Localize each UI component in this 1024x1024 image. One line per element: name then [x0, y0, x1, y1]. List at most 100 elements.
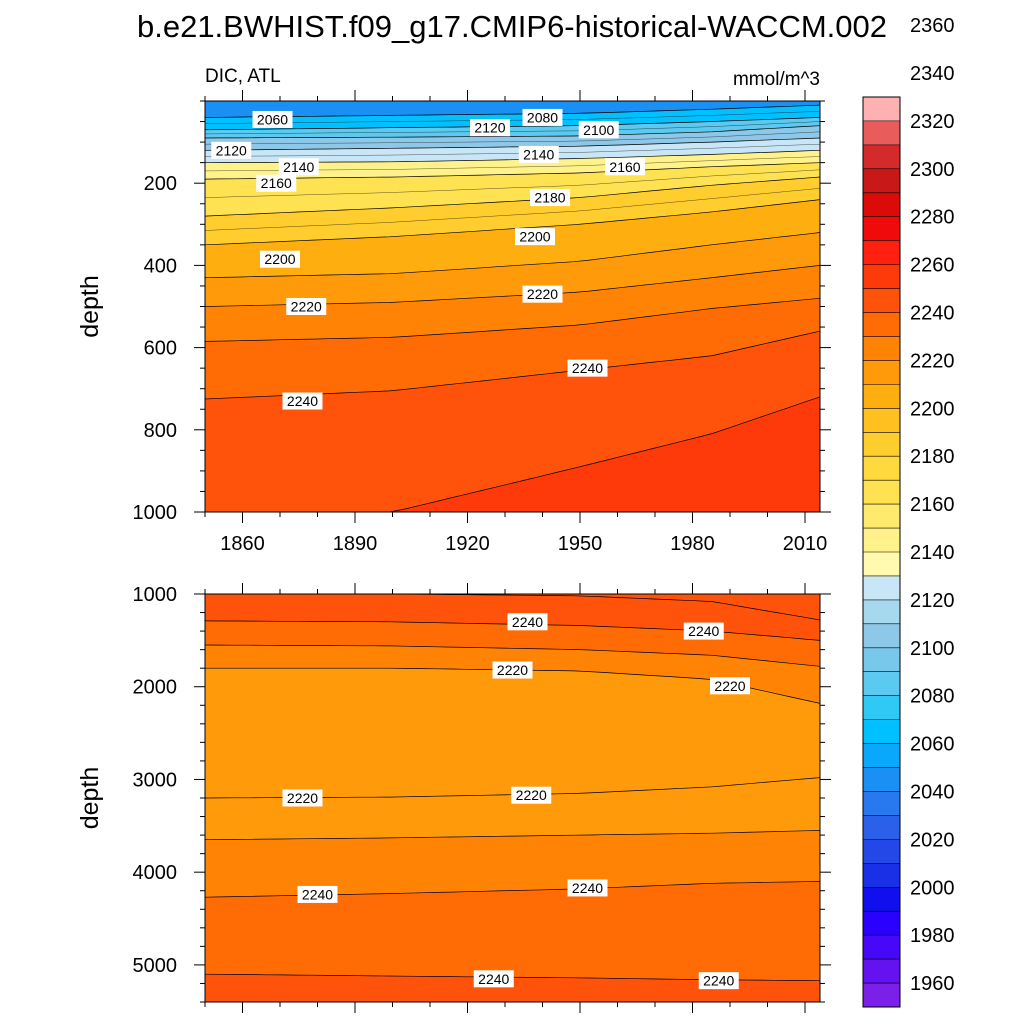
- colorbar-band: [863, 623, 900, 649]
- contour-label: 2220: [287, 790, 318, 806]
- contour-label: 2200: [264, 251, 295, 267]
- colorbar-band: [863, 959, 900, 984]
- colorbar-band: [863, 97, 900, 122]
- colorbar-band: [863, 168, 900, 194]
- colorbar-band: [863, 695, 900, 721]
- contour-line-minor: [205, 143, 820, 157]
- colorbar-band: [863, 671, 900, 697]
- x-tick-label: 1950: [558, 533, 603, 555]
- colorbar-band: [863, 552, 900, 577]
- colorbar-tick-label: 2220: [910, 350, 955, 372]
- contour-line: [205, 137, 820, 151]
- contour-label-box: [605, 158, 645, 176]
- y-axis-label: depth: [76, 767, 104, 830]
- colorbar-tick-label: 2180: [910, 446, 955, 468]
- contour-label: 2080: [527, 109, 558, 125]
- colorbar-tick-label: 2240: [910, 303, 955, 325]
- contour-label: 2220: [527, 286, 558, 302]
- contour-label-box: [522, 285, 563, 303]
- colorbar-tick-label: 2040: [910, 781, 955, 803]
- colorbar-band: [863, 528, 900, 553]
- figure-title: b.e21.BWHIST.f09_g17.CMIP6-historical-WA…: [137, 9, 887, 44]
- colorbar-band: [863, 839, 900, 864]
- colorbar-band: [863, 983, 900, 1008]
- contour-label: 2120: [474, 120, 505, 136]
- colorbar-band: [863, 887, 900, 912]
- contour-label-box: [567, 879, 608, 897]
- colorbar-tick-label: 2080: [910, 686, 955, 708]
- contour-line-minor: [205, 131, 820, 145]
- colorbar-tick-label: 1960: [910, 973, 955, 995]
- contour-label-box: [518, 145, 559, 163]
- colorbar-frame: [862, 96, 901, 1008]
- contour-label-box: [522, 108, 563, 126]
- colorbar-tick-label: 2300: [910, 159, 955, 181]
- colorbar-band: [863, 767, 900, 792]
- contour-band: [205, 101, 820, 118]
- colorbar-band: [863, 719, 900, 745]
- colorbar-band: [863, 120, 900, 146]
- y-tick-label: 400: [144, 255, 177, 277]
- contour-line-minor: [205, 169, 820, 198]
- x-tick-label: 1860: [220, 533, 265, 555]
- colorbar-band: [863, 911, 900, 936]
- y-tick-label: 1000: [133, 584, 178, 606]
- panel-units-label: mmol/m^3: [733, 69, 820, 90]
- colorbar-tick-label: 2140: [910, 542, 955, 564]
- contour-label: 2060: [257, 111, 288, 127]
- contour-label: 2240: [572, 880, 603, 896]
- x-tick-label: 2010: [783, 533, 828, 555]
- colorbar-band: [863, 599, 900, 625]
- colorbar-tick-label: 2000: [910, 877, 955, 899]
- colorbar-band: [863, 504, 900, 529]
- colorbar-band: [863, 192, 900, 218]
- contour-line: [205, 125, 820, 139]
- contour-label: 2220: [291, 299, 322, 315]
- colorbar-band: [863, 432, 900, 457]
- colorbar-tick-label: 2320: [910, 111, 955, 133]
- colorbar-tick-label: 2100: [910, 638, 955, 660]
- colorbar-band: [863, 264, 900, 290]
- colorbar-band: [863, 743, 900, 769]
- contour-label: 2240: [287, 393, 318, 409]
- y-tick-label: 4000: [133, 862, 178, 884]
- contour-label-box: [282, 392, 323, 410]
- lower-panel: 2240 2240 2220 2220 2220 2220 2240 2240 2240 2240…: [76, 583, 831, 1013]
- colorbar-band: [863, 480, 900, 505]
- contour-label: 2240: [512, 614, 543, 630]
- contour-line: [205, 117, 820, 131]
- y-tick-label: 5000: [133, 955, 178, 977]
- contour-label: 2200: [519, 229, 550, 245]
- contour-label-box: [698, 972, 739, 990]
- colorbar-band: [863, 791, 900, 816]
- colorbar-tick-label: 2260: [910, 255, 955, 277]
- contour-label-box: [282, 789, 323, 807]
- contour-line: [205, 830, 820, 841]
- contour-line: [205, 232, 820, 279]
- colorbar-tick-label: 2020: [910, 829, 955, 851]
- contour-label: 2160: [609, 159, 640, 175]
- contour-band: [205, 594, 820, 620]
- y-tick-label: 600: [144, 338, 177, 360]
- contour-label-box: [530, 189, 570, 207]
- contour-line-minor: [205, 111, 820, 124]
- colorbar-band: [863, 336, 900, 361]
- colorbar-band: [863, 384, 900, 409]
- contour-label-box: [252, 110, 293, 128]
- contour-label-box: [473, 970, 514, 988]
- contour-label-box: [297, 885, 338, 903]
- contour-label-box: [260, 250, 300, 268]
- contour-line: [205, 594, 820, 621]
- contour-line-minor: [205, 188, 820, 231]
- contour-label-box: [507, 613, 548, 631]
- colorbar-band: [863, 408, 900, 433]
- contour-label-box: [578, 121, 619, 139]
- contour-line-minor: [205, 121, 820, 135]
- colorbar-band: [863, 216, 900, 242]
- contour-label-box: [567, 359, 608, 377]
- contour-label-box: [211, 141, 252, 159]
- contour-label: 2220: [714, 678, 745, 694]
- colorbar-band: [863, 575, 900, 601]
- contour-line: [205, 396, 820, 512]
- contour-label: 2240: [478, 971, 509, 987]
